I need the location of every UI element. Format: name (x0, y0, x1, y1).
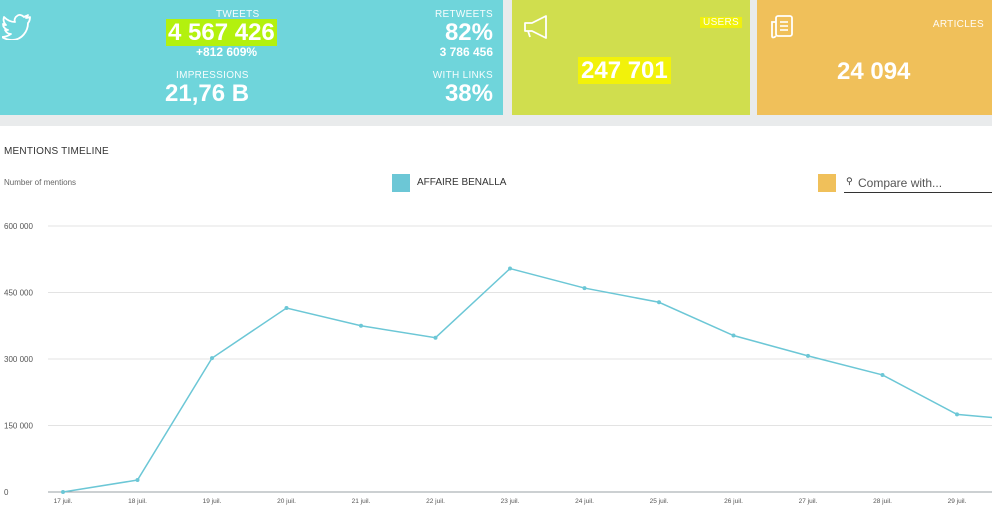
twitter-bird-icon (2, 14, 31, 40)
with-links-label: WITH LINKS (432, 70, 493, 81)
articles-value: 24 094 (837, 58, 911, 85)
x-tick-label: 23 juil. (501, 498, 520, 505)
mentions-timeline-title: MENTIONS TIMELINE (4, 146, 109, 157)
data-point (806, 353, 810, 358)
x-tick-label: 18 juil. (128, 498, 147, 505)
data-point (582, 286, 587, 291)
newspaper-icon (771, 15, 793, 39)
x-tick-label: 20 juil. (277, 498, 296, 505)
users-label: USERS (700, 17, 742, 28)
megaphone-icon (524, 15, 547, 39)
legend-swatch-series[interactable] (392, 174, 410, 192)
data-point (955, 412, 959, 417)
x-tick-label: 27 juil. (799, 498, 818, 505)
y-tick-label: 150 000 (4, 422, 33, 431)
data-point (657, 300, 661, 305)
data-point (135, 478, 140, 483)
retweets-percent: 82% (444, 19, 493, 46)
compare-with-input[interactable] (844, 173, 992, 193)
y-tick-label: 0 (4, 488, 9, 497)
with-links-percent: 38% (444, 80, 493, 107)
x-tick-label: 24 juil. (575, 498, 594, 505)
users-value: 247 701 (578, 57, 671, 84)
y-tick-label: 300 000 (4, 355, 33, 364)
compare-swatch (818, 174, 836, 192)
mentions-timeline-chart: 0 150 000 300 000 450 000 600 000 17 juil. 18 … (4, 222, 992, 505)
data-point (284, 306, 289, 311)
users-card[interactable]: USERS 247 701 (512, 0, 750, 115)
tweets-card[interactable]: TWEETS 4 567 426 +812 609% IMPRESSIONS 2… (0, 0, 503, 115)
articles-label: ARTICLES (932, 19, 984, 30)
data-point (359, 323, 363, 328)
series-line (62, 267, 992, 493)
tweets-delta: +812 609% (196, 45, 258, 59)
legend-label-series[interactable]: AFFAIRE BENALLA (417, 177, 507, 188)
tweets-value: 4 567 426 (166, 19, 277, 46)
y-tick-label: 450 000 (4, 289, 33, 298)
retweets-label: RETWEETS (435, 9, 493, 20)
articles-card[interactable]: ARTICLES 24 094 (757, 0, 992, 115)
x-tick-label: 26 juil. (724, 498, 743, 505)
x-tick-label: 21 juil. (352, 498, 371, 505)
y-tick-label: 600 000 (4, 222, 33, 231)
impressions-label: IMPRESSIONS (176, 70, 249, 81)
x-tick-label: 19 juil. (203, 498, 222, 505)
retweets-count: 3 786 456 (439, 45, 493, 59)
x-tick-label: 22 juil. (426, 498, 445, 505)
impressions-value: 21,76 B (165, 80, 250, 107)
y-axis-title: Number of mentions (4, 178, 77, 187)
data-point (433, 335, 438, 340)
x-tick-label: 25 juil. (650, 498, 669, 505)
data-point (61, 490, 65, 494)
tweets-label: TWEETS (216, 9, 260, 20)
data-point (880, 372, 885, 377)
data-point (508, 266, 512, 271)
x-tick-label: 28 juil. (873, 498, 892, 505)
x-tick-label: 29 juil. (948, 498, 967, 505)
data-point (210, 356, 214, 361)
data-point (731, 333, 736, 338)
x-tick-label: 17 juil. (54, 498, 73, 505)
